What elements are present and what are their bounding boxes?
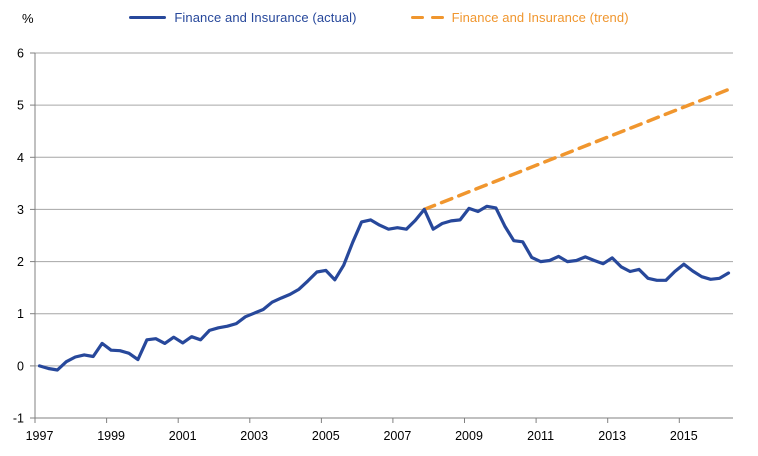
x-tick-label: 2007: [383, 429, 411, 443]
y-tick-label: 0: [17, 359, 24, 373]
x-tick-label: 2003: [240, 429, 268, 443]
legend-item-trend: Finance and Insurance (trend): [410, 10, 629, 25]
trend-dashed-swatch: [410, 15, 444, 20]
y-tick-label: 3: [17, 203, 24, 217]
y-tick-label: 2: [17, 255, 24, 269]
x-tick-label: 1997: [26, 429, 54, 443]
y-tick-label: 5: [17, 99, 24, 113]
legend: Finance and Insurance (actual) Finance a…: [0, 10, 758, 25]
x-tick-label: 2009: [455, 429, 483, 443]
actual-series-line: [37, 204, 731, 372]
x-tick-label: 2001: [169, 429, 197, 443]
x-tick-label: 1999: [97, 429, 125, 443]
trend-series-line: [422, 87, 731, 212]
x-tick-label: 2013: [598, 429, 626, 443]
y-tick-label: -1: [13, 412, 24, 426]
legend-item-actual: Finance and Insurance (actual): [129, 10, 356, 25]
x-tick-label: 2015: [670, 429, 698, 443]
y-tick-label: 1: [17, 307, 24, 321]
legend-label-actual: Finance and Insurance (actual): [174, 10, 357, 25]
x-tick-label: 2005: [312, 429, 340, 443]
legend-label-trend: Finance and Insurance (trend): [451, 10, 629, 25]
y-axis-unit-label: %: [22, 11, 34, 26]
actual-line-swatch: [129, 15, 167, 20]
y-tick-label: 4: [17, 151, 24, 165]
x-tick-label: 2011: [527, 429, 554, 443]
y-tick-label: 6: [17, 47, 24, 61]
